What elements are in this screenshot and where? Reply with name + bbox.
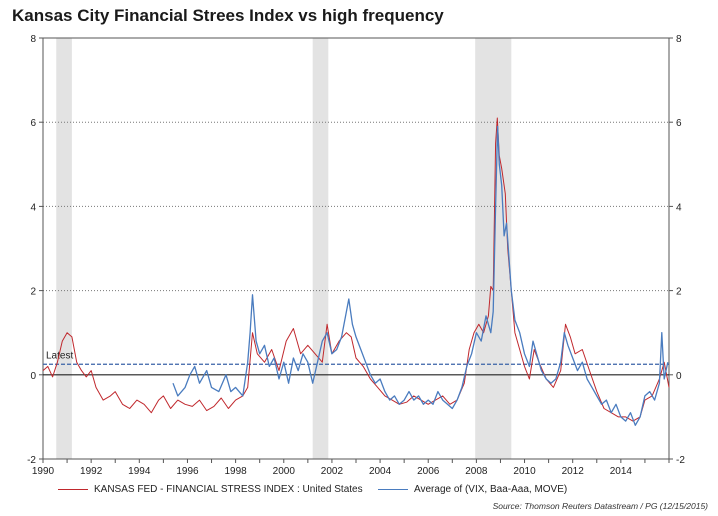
legend-item-average: Average of (VIX, Baa-Aaa, MOVE) [378,484,567,495]
y-tick-label-left: 4 [30,202,36,213]
source-note: Source: Thomson Reuters Datastream / PG … [492,501,708,511]
x-tick-label: 1998 [224,466,247,477]
y-tick-label-left: -2 [27,455,36,466]
series-line-1 [172,125,669,426]
x-tick-label: 2012 [562,466,585,477]
legend-label-average: Average of (VIX, Baa-Aaa, MOVE) [414,484,568,495]
y-tick-label-right: 2 [676,287,682,298]
y-tick-label-right: 8 [676,34,682,45]
y-tick-label-left: 2 [30,287,36,298]
chart-title: Kansas City Financial Strees Index vs hi… [12,6,444,25]
y-tick-label-right: 0 [676,371,682,382]
x-tick-label: 1992 [80,466,103,477]
y-tick-label-right: 6 [676,118,682,129]
y-tick-label-right: 4 [676,202,682,213]
x-tick-label: 1990 [32,466,55,477]
legend-swatch-blue [378,488,408,490]
series-line-0 [42,117,670,422]
legend-item-stress-index: KANSAS FED - FINANCIAL STRESS INDEX : Un… [58,484,363,495]
y-tick-label-left: 6 [30,118,36,129]
x-tick-label: 2008 [465,466,488,477]
latest-label: Latest [46,350,73,361]
recession-band-1 [312,38,329,459]
y-tick-label-left: 0 [30,371,36,382]
x-tick-label: 2004 [369,466,392,477]
recession-band-2 [475,38,512,459]
x-tick-label: 1994 [128,466,151,477]
y-tick-label-right: -2 [676,455,685,466]
x-tick-label: 1996 [176,466,199,477]
x-tick-label: 2006 [417,466,440,477]
recession-band-0 [56,38,72,459]
legend-swatch-red [58,488,88,490]
x-tick-label: 2002 [321,466,344,477]
x-tick-label: 2000 [273,466,296,477]
y-tick-label-left: 8 [30,34,36,45]
plot-frame [42,37,670,460]
legend-label-stress-index: KANSAS FED - FINANCIAL STRESS INDEX : Un… [94,484,363,495]
x-tick-label: 2010 [513,466,536,477]
x-tick-label: 2014 [610,466,633,477]
